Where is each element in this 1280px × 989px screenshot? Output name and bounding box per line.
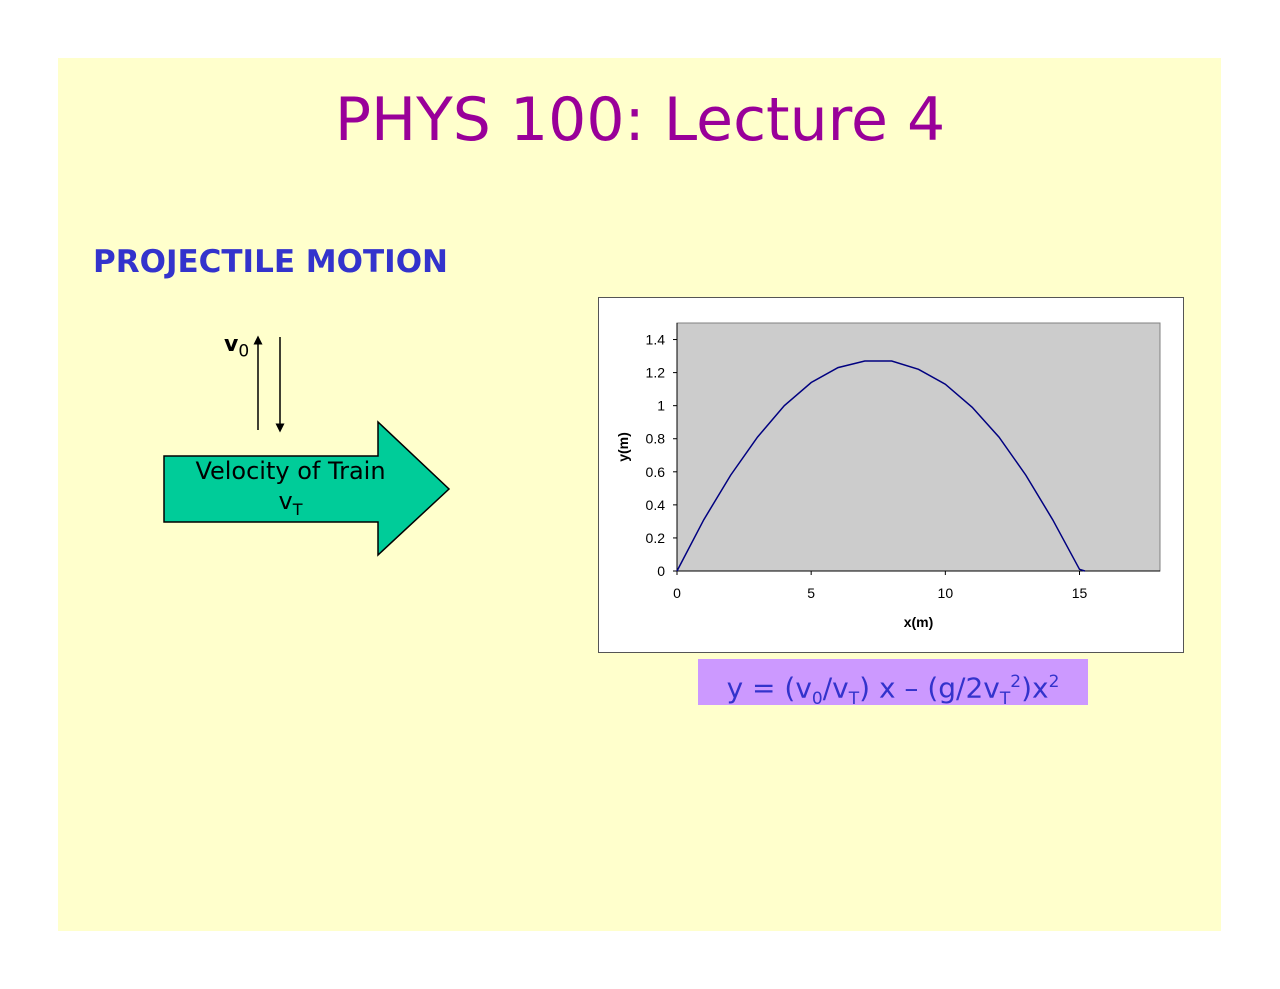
y-tick-label: 1.4: [646, 332, 666, 348]
y-tick-label: 0.8: [646, 431, 666, 447]
y-tick-label: 0.6: [646, 464, 666, 480]
trajectory-chart: 0 0.2 0.4 0.6 0.8 1 1.2 1.4 0 5 10 15 x(m) y(m): [598, 297, 1184, 653]
ticks: 0 0.2 0.4 0.6 0.8 1 1.2 1.4 0 5 10 15: [646, 332, 1088, 601]
train-velocity-label: Velocity of Train vT: [195, 457, 386, 519]
trajectory-line: [676, 360, 1086, 572]
chart-svg: 0 0.2 0.4 0.6 0.8 1 1.2 1.4 0 5 10 15 x(m) y(m): [615, 322, 1161, 630]
plot-area: [676, 322, 1161, 572]
y-tick-label: 0.2: [646, 530, 666, 546]
section-heading: PROJECTILE MOTION: [93, 244, 448, 280]
y-tick-label: 0.4: [646, 497, 666, 513]
train-velocity-arrow: [163, 420, 451, 557]
x-tick-label: 15: [1072, 585, 1088, 601]
y-axis-label: y(m): [615, 432, 631, 462]
y-tick-label: 1: [657, 398, 665, 414]
x-tick-label: 0: [673, 585, 681, 601]
x-tick-label: 5: [807, 585, 815, 601]
y-tick-label: 1.2: [646, 365, 666, 381]
x-axis-label: x(m): [904, 614, 934, 630]
x-tick-label: 10: [938, 585, 954, 601]
v0-label: v0: [224, 332, 250, 362]
page-title: PHYS 100: Lecture 4: [334, 85, 946, 155]
trajectory-formula: y = (v0/vT) x – (g/2vT2)x2: [698, 659, 1088, 709]
y-tick-label: 0: [657, 563, 665, 579]
